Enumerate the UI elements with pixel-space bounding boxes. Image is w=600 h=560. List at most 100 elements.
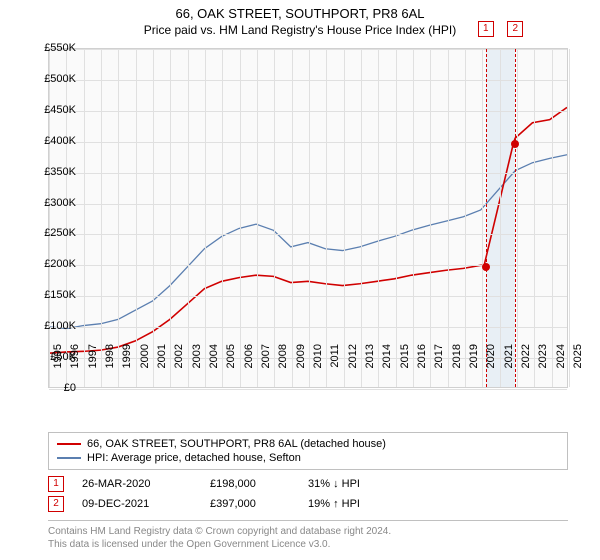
series-line-price_paid	[49, 107, 567, 353]
gridline-h	[49, 173, 567, 174]
gridline-v	[188, 49, 189, 387]
sale-diff: 19% ↑ HPI	[308, 498, 388, 510]
y-axis-label: £450K	[36, 104, 76, 116]
x-axis-label: 2008	[277, 344, 289, 368]
gridline-v	[257, 49, 258, 387]
gridline-h	[49, 204, 567, 205]
x-axis-label: 2012	[347, 344, 359, 368]
x-axis-label: 1995	[52, 344, 64, 368]
x-axis-label: 2011	[329, 344, 341, 368]
x-axis-label: 2014	[381, 344, 393, 368]
x-axis-label: 2015	[399, 344, 411, 368]
gridline-v	[552, 49, 553, 387]
x-axis-label: 2009	[295, 344, 307, 368]
x-axis-label: 2001	[156, 344, 168, 368]
x-axis-label: 2010	[312, 344, 324, 368]
legend-row-hpi: HPI: Average price, detached house, Seft…	[57, 451, 559, 465]
sales-row: 1 26-MAR-2020 £198,000 31% ↓ HPI	[48, 474, 388, 494]
gridline-h	[49, 49, 567, 50]
chart-lines-svg	[49, 49, 567, 387]
page-title: 66, OAK STREET, SOUTHPORT, PR8 6AL	[0, 0, 600, 21]
gridline-h	[49, 389, 567, 390]
gridline-v	[569, 49, 570, 387]
gridline-v	[205, 49, 206, 387]
gridline-h	[49, 327, 567, 328]
sale-marker-dot	[511, 140, 519, 148]
gridline-v	[482, 49, 483, 387]
x-axis-label: 2013	[364, 344, 376, 368]
y-axis-label: £500K	[36, 73, 76, 85]
gridline-v	[84, 49, 85, 387]
sales-row: 2 09-DEC-2021 £397,000 19% ↑ HPI	[48, 494, 388, 514]
gridline-v	[413, 49, 414, 387]
legend-label-hpi: HPI: Average price, detached house, Seft…	[87, 452, 301, 464]
x-axis-label: 2022	[520, 344, 532, 368]
legend-row-price-paid: 66, OAK STREET, SOUTHPORT, PR8 6AL (deta…	[57, 437, 559, 451]
footer: Contains HM Land Registry data © Crown c…	[48, 520, 568, 551]
gridline-v	[292, 49, 293, 387]
y-axis-label: £550K	[36, 42, 76, 54]
chart-container: 66, OAK STREET, SOUTHPORT, PR8 6AL Price…	[0, 0, 600, 560]
x-axis-label: 1998	[104, 344, 116, 368]
gridline-v	[344, 49, 345, 387]
sale-price: £397,000	[210, 498, 290, 510]
x-axis-label: 2024	[555, 344, 567, 368]
gridline-v	[326, 49, 327, 387]
x-axis-label: 2005	[225, 344, 237, 368]
gridline-v	[274, 49, 275, 387]
x-axis-label: 2007	[260, 344, 272, 368]
sale-marker-dot	[482, 263, 490, 271]
gridline-v	[361, 49, 362, 387]
gridline-h	[49, 142, 567, 143]
gridline-v	[396, 49, 397, 387]
gridline-v	[222, 49, 223, 387]
sale-marker-line	[515, 49, 516, 387]
y-axis-label: £350K	[36, 166, 76, 178]
y-axis-label: £150K	[36, 289, 76, 301]
x-axis-label: 1999	[121, 344, 133, 368]
x-axis-label: 2000	[139, 344, 151, 368]
x-axis-label: 2018	[451, 344, 463, 368]
x-axis-label: 2023	[537, 344, 549, 368]
sale-badge: 2	[48, 496, 64, 512]
x-axis-label: 2025	[572, 344, 584, 368]
y-axis-label: £250K	[36, 227, 76, 239]
gridline-v	[448, 49, 449, 387]
gridline-v	[170, 49, 171, 387]
x-axis-label: 2003	[191, 344, 203, 368]
x-axis-label: 2002	[173, 344, 185, 368]
legend-swatch-price-paid	[57, 443, 81, 445]
gridline-v	[66, 49, 67, 387]
gridline-v	[309, 49, 310, 387]
x-axis-label: 2020	[485, 344, 497, 368]
y-axis-label: £400K	[36, 135, 76, 147]
y-axis-label: £200K	[36, 258, 76, 270]
x-axis-label: 2006	[243, 344, 255, 368]
x-axis-label: 2019	[468, 344, 480, 368]
y-axis-label: £0	[36, 382, 76, 394]
gridline-v	[240, 49, 241, 387]
x-axis-label: 2016	[416, 344, 428, 368]
x-axis-label: 2004	[208, 344, 220, 368]
x-axis-label: 2017	[433, 344, 445, 368]
gridline-h	[49, 111, 567, 112]
sales-table: 1 26-MAR-2020 £198,000 31% ↓ HPI 2 09-DE…	[48, 474, 388, 514]
gridline-v	[118, 49, 119, 387]
sale-marker-line	[486, 49, 487, 387]
sale-date: 09-DEC-2021	[82, 498, 192, 510]
x-axis-label: 2021	[503, 344, 515, 368]
gridline-v	[465, 49, 466, 387]
y-axis-label: £300K	[36, 197, 76, 209]
gridline-v	[49, 49, 50, 387]
legend-swatch-hpi	[57, 457, 81, 458]
x-axis-label: 1996	[69, 344, 81, 368]
gridline-h	[49, 296, 567, 297]
sale-marker-box: 1	[478, 21, 494, 37]
gridline-v	[500, 49, 501, 387]
sale-price: £198,000	[210, 478, 290, 490]
sale-diff: 31% ↓ HPI	[308, 478, 388, 490]
x-axis-label: 1997	[87, 344, 99, 368]
gridline-v	[534, 49, 535, 387]
gridline-v	[378, 49, 379, 387]
footer-line2: This data is licensed under the Open Gov…	[48, 538, 568, 551]
